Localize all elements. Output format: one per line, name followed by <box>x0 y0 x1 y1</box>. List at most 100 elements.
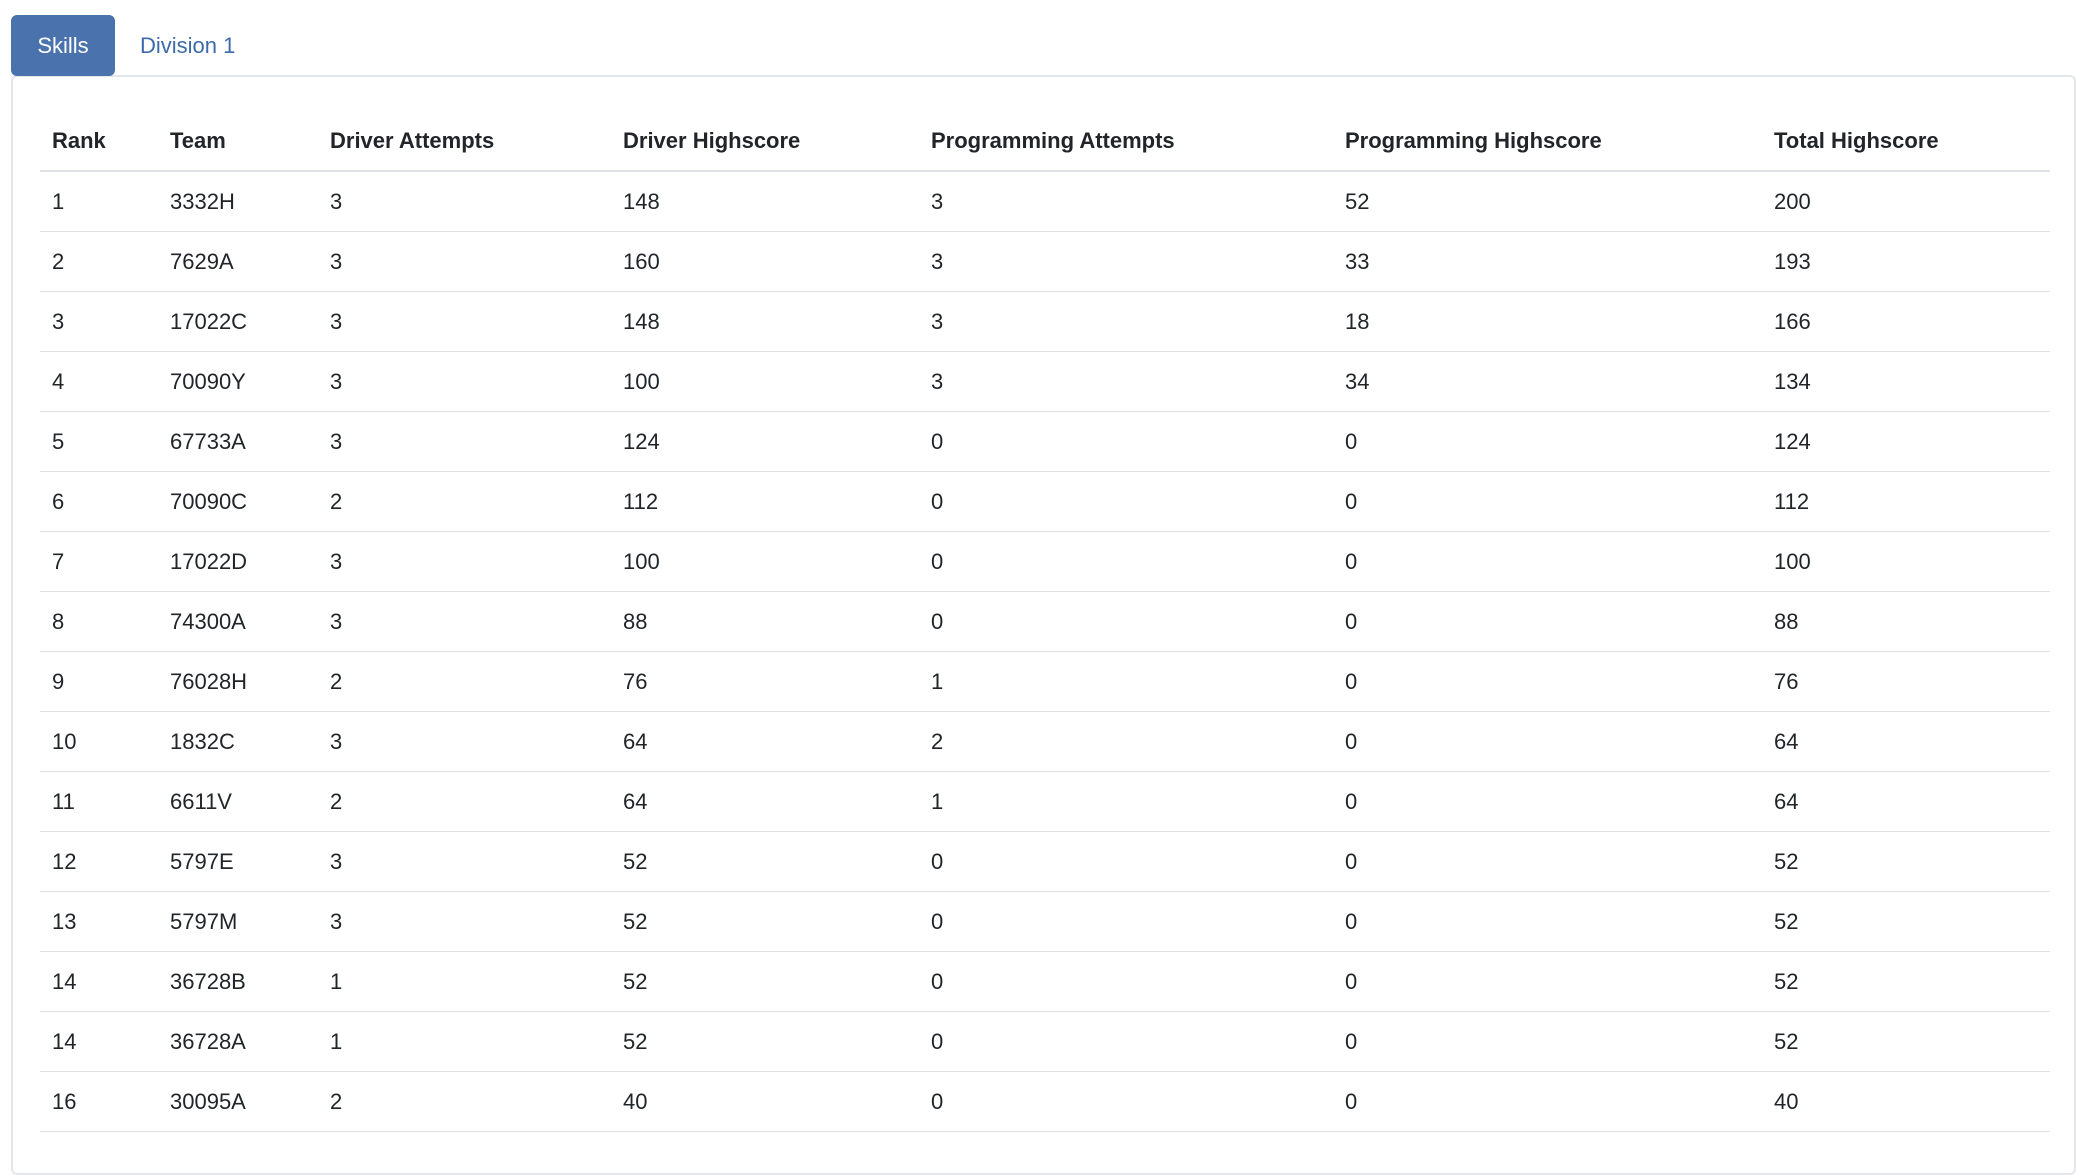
table-row: 5 67733A 3 124 0 0 124 <box>40 411 2050 472</box>
cell-driver-attempts: 1 <box>318 951 611 1012</box>
cell-programming-highscore: 0 <box>1333 471 1762 532</box>
cell-driver-highscore: 100 <box>611 351 919 412</box>
cell-driver-attempts: 3 <box>318 291 611 352</box>
cell-programming-attempts: 0 <box>919 411 1333 472</box>
cell-team: 17022D <box>158 531 318 592</box>
cell-total-highscore: 166 <box>1762 291 2050 352</box>
cell-programming-highscore: 34 <box>1333 351 1762 412</box>
cell-driver-highscore: 100 <box>611 531 919 592</box>
cell-driver-attempts: 3 <box>318 351 611 412</box>
cell-total-highscore: 193 <box>1762 231 2050 292</box>
skills-panel: Rank Team Driver Attempts Driver Highsco… <box>11 75 2076 1175</box>
table-row: 14 36728B 1 52 0 0 52 <box>40 951 2050 1012</box>
cell-team: 36728A <box>158 1011 318 1072</box>
cell-driver-attempts: 2 <box>318 771 611 832</box>
cell-driver-attempts: 3 <box>318 171 611 232</box>
cell-driver-highscore: 52 <box>611 831 919 892</box>
table-row: 9 76028H 2 76 1 0 76 <box>40 651 2050 712</box>
cell-programming-highscore: 0 <box>1333 771 1762 832</box>
cell-team: 74300A <box>158 591 318 652</box>
table-row: 1 3332H 3 148 3 52 200 <box>40 171 2050 232</box>
cell-rank: 14 <box>40 951 158 1012</box>
cell-driver-attempts: 2 <box>318 1071 611 1132</box>
cell-driver-highscore: 40 <box>611 1071 919 1132</box>
cell-team: 5797M <box>158 891 318 952</box>
header-driver-attempts: Driver Attempts <box>318 112 611 172</box>
cell-rank: 8 <box>40 591 158 652</box>
cell-rank: 5 <box>40 411 158 472</box>
header-total-highscore: Total Highscore <box>1762 112 2050 172</box>
table-row: 14 36728A 1 52 0 0 52 <box>40 1011 2050 1072</box>
cell-rank: 14 <box>40 1011 158 1072</box>
cell-total-highscore: 112 <box>1762 471 2050 532</box>
cell-driver-attempts: 3 <box>318 411 611 472</box>
cell-team: 3332H <box>158 171 318 232</box>
cell-driver-attempts: 3 <box>318 891 611 952</box>
table-row: 3 17022C 3 148 3 18 166 <box>40 291 2050 352</box>
cell-programming-attempts: 0 <box>919 951 1333 1012</box>
cell-programming-highscore: 0 <box>1333 831 1762 892</box>
cell-driver-attempts: 1 <box>318 1011 611 1072</box>
cell-programming-attempts: 3 <box>919 291 1333 352</box>
cell-driver-highscore: 160 <box>611 231 919 292</box>
cell-team: 6611V <box>158 771 318 832</box>
cell-programming-highscore: 0 <box>1333 651 1762 712</box>
cell-programming-highscore: 0 <box>1333 1071 1762 1132</box>
cell-programming-highscore: 0 <box>1333 411 1762 472</box>
cell-team: 70090C <box>158 471 318 532</box>
skills-table: Rank Team Driver Attempts Driver Highsco… <box>40 112 2050 1132</box>
cell-total-highscore: 52 <box>1762 891 2050 952</box>
table-row: 12 5797E 3 52 0 0 52 <box>40 831 2050 892</box>
cell-driver-highscore: 112 <box>611 471 919 532</box>
cell-rank: 12 <box>40 831 158 892</box>
cell-programming-attempts: 3 <box>919 351 1333 412</box>
tab-division-1[interactable]: Division 1 <box>140 32 236 58</box>
cell-team: 70090Y <box>158 351 318 412</box>
cell-total-highscore: 64 <box>1762 711 2050 772</box>
cell-team: 17022C <box>158 291 318 352</box>
cell-rank: 6 <box>40 471 158 532</box>
cell-team: 36728B <box>158 951 318 1012</box>
cell-programming-attempts: 0 <box>919 531 1333 592</box>
cell-total-highscore: 88 <box>1762 591 2050 652</box>
cell-driver-attempts: 3 <box>318 231 611 292</box>
cell-rank: 9 <box>40 651 158 712</box>
tab-skills[interactable]: Skills <box>11 15 115 76</box>
cell-total-highscore: 200 <box>1762 171 2050 232</box>
cell-driver-highscore: 148 <box>611 291 919 352</box>
cell-programming-highscore: 0 <box>1333 531 1762 592</box>
cell-programming-highscore: 0 <box>1333 591 1762 652</box>
cell-driver-attempts: 2 <box>318 651 611 712</box>
cell-rank: 4 <box>40 351 158 412</box>
cell-team: 7629A <box>158 231 318 292</box>
cell-programming-highscore: 52 <box>1333 171 1762 232</box>
cell-programming-highscore: 0 <box>1333 951 1762 1012</box>
cell-rank: 3 <box>40 291 158 352</box>
cell-driver-highscore: 52 <box>611 951 919 1012</box>
header-team: Team <box>158 112 318 172</box>
cell-team: 76028H <box>158 651 318 712</box>
table-row: 13 5797M 3 52 0 0 52 <box>40 891 2050 952</box>
table-row: 7 17022D 3 100 0 0 100 <box>40 531 2050 592</box>
cell-team: 67733A <box>158 411 318 472</box>
cell-team: 5797E <box>158 831 318 892</box>
cell-total-highscore: 40 <box>1762 1071 2050 1132</box>
cell-programming-highscore: 0 <box>1333 711 1762 772</box>
cell-driver-highscore: 64 <box>611 771 919 832</box>
cell-programming-attempts: 1 <box>919 771 1333 832</box>
cell-team: 1832C <box>158 711 318 772</box>
header-row: Rank Team Driver Attempts Driver Highsco… <box>40 112 2050 172</box>
table-row: 11 6611V 2 64 1 0 64 <box>40 771 2050 832</box>
cell-driver-attempts: 3 <box>318 591 611 652</box>
table-row: 10 1832C 3 64 2 0 64 <box>40 711 2050 772</box>
cell-driver-highscore: 148 <box>611 171 919 232</box>
cell-total-highscore: 76 <box>1762 651 2050 712</box>
cell-rank: 16 <box>40 1071 158 1132</box>
cell-programming-attempts: 3 <box>919 231 1333 292</box>
table-body: 1 3332H 3 148 3 52 200 2 7629A 3 160 3 33 193 3 17022C 3… <box>40 171 2050 1132</box>
cell-programming-attempts: 0 <box>919 1071 1333 1132</box>
cell-driver-highscore: 124 <box>611 411 919 472</box>
header-programming-attempts: Programming Attempts <box>919 112 1333 172</box>
cell-rank: 7 <box>40 531 158 592</box>
cell-total-highscore: 134 <box>1762 351 2050 412</box>
